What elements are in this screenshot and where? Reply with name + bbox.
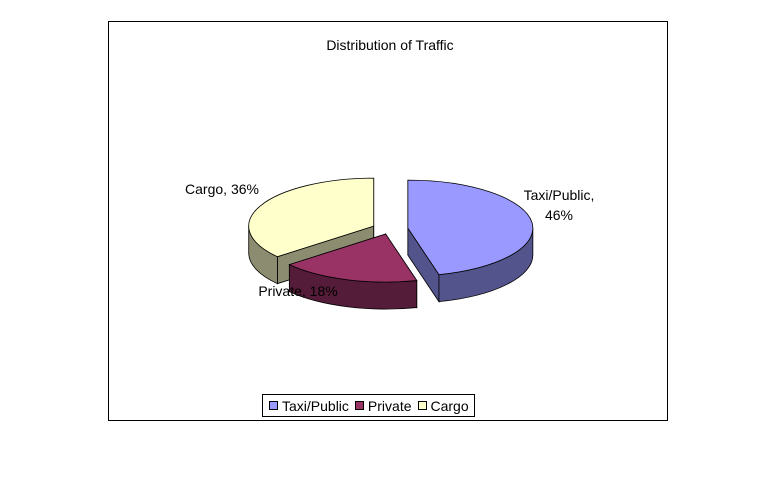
pie-slice-cargo-top	[248, 177, 375, 258]
chart-title: Distribution of Traffic	[326, 37, 453, 53]
data-label-line: 46%	[545, 207, 573, 223]
legend: Taxi/Public Private Cargo	[262, 394, 475, 417]
legend-label-taxi-public: Taxi/Public	[282, 397, 349, 414]
legend-swatch-taxi-public	[269, 401, 278, 410]
legend-item-cargo: Cargo	[417, 397, 469, 414]
data-label-private: Private, 18%	[258, 283, 337, 299]
data-label-taxi-public: Taxi/Public, 46%	[524, 187, 595, 223]
pie-slice-private	[288, 232, 418, 310]
data-label-cargo: Cargo, 36%	[185, 181, 259, 197]
legend-item-private: Private	[354, 397, 412, 414]
legend-item-taxi-public: Taxi/Public	[269, 398, 349, 414]
legend-label-private: Private	[367, 397, 412, 414]
legend-swatch-cargo	[417, 401, 427, 410]
legend-swatch-private	[354, 401, 364, 410]
pie-slice-taxi-public-top	[407, 179, 534, 276]
data-label-line: Taxi/Public,	[524, 187, 595, 203]
chart-area: Distribution of Traffic Taxi/Public, 46% P…	[108, 21, 668, 421]
pie-chart: Distribution of Traffic Taxi/Public, 46% P…	[185, 37, 595, 310]
pie-slice-taxi-public	[407, 179, 534, 303]
legend-label-cargo: Cargo	[430, 397, 469, 414]
pie-slice-private-top	[288, 233, 418, 283]
